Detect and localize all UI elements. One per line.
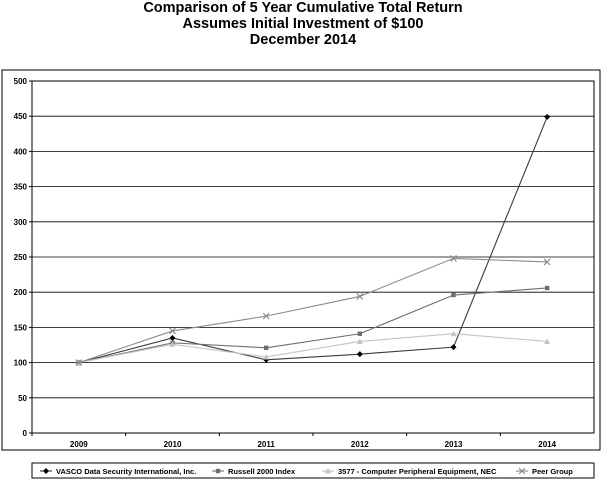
data-point — [450, 344, 457, 351]
data-point — [75, 359, 83, 367]
x-tick-label: 2014 — [538, 440, 556, 449]
legend-marker — [518, 467, 526, 475]
data-point — [169, 341, 176, 347]
data-point — [544, 113, 551, 120]
data-point — [262, 312, 270, 320]
data-point — [451, 292, 456, 298]
y-tick-label: 300 — [14, 218, 28, 227]
data-point — [169, 334, 176, 341]
y-tick-label: 400 — [14, 147, 28, 156]
y-tick-label: 50 — [18, 394, 27, 403]
legend-marker — [43, 468, 49, 474]
data-point — [169, 327, 176, 335]
legend-item: 3577 - Computer Peripheral Equipment, NE… — [322, 467, 497, 476]
legend-label: Russell 2000 Index — [228, 467, 296, 476]
series-peer-group — [75, 254, 551, 367]
legend-marker — [215, 468, 221, 474]
x-tick-label: 2009 — [70, 440, 88, 449]
series-line — [78, 287, 548, 364]
legend-label: VASCO Data Security International, Inc. — [56, 467, 196, 476]
series-line — [78, 116, 548, 364]
legend-item: Peer Group — [516, 467, 573, 476]
legend-box — [31, 462, 595, 479]
legend-marker — [325, 468, 331, 474]
y-tick-label: 100 — [14, 359, 28, 368]
data-point — [356, 338, 363, 344]
data-point — [356, 292, 364, 300]
data-point — [357, 331, 363, 336]
data-point — [263, 353, 270, 360]
y-tick-label: 200 — [14, 288, 28, 297]
data-point — [263, 345, 269, 351]
data-point — [450, 330, 457, 337]
data-point — [450, 254, 457, 262]
y-tick-label: 450 — [14, 112, 28, 121]
chart-title: Comparison of 5 Year Cumulative Total Re… — [0, 0, 606, 48]
series-line — [78, 257, 548, 364]
title-line-3: December 2014 — [249, 32, 357, 48]
data-point — [543, 258, 551, 266]
y-tick-label: 150 — [14, 323, 28, 332]
x-tick-label: 2013 — [445, 440, 463, 449]
legend-label: 3577 - Computer Peripheral Equipment, NE… — [338, 467, 497, 476]
x-tick-label: 2010 — [164, 440, 182, 449]
data-point — [544, 338, 551, 344]
y-tick-label: 350 — [14, 183, 28, 192]
y-tick-label: 250 — [14, 253, 28, 262]
legend-label: Peer Group — [532, 467, 573, 476]
series-line — [78, 333, 548, 364]
chart-frame — [1, 69, 601, 451]
x-tick-label: 2012 — [351, 440, 369, 449]
y-tick-label: 500 — [14, 77, 28, 86]
legend-item: VASCO Data Security International, Inc. — [40, 467, 196, 476]
data-point — [356, 351, 363, 358]
title-line-1: Comparison of 5 Year Cumulative Total Re… — [143, 0, 463, 16]
y-tick-label: 0 — [23, 429, 28, 438]
x-tick-label: 2011 — [257, 440, 275, 449]
title-line-2: Assumes Initial Investment of $100 — [182, 16, 424, 32]
data-point — [544, 285, 550, 291]
legend-item: Russell 2000 Index — [212, 467, 296, 476]
